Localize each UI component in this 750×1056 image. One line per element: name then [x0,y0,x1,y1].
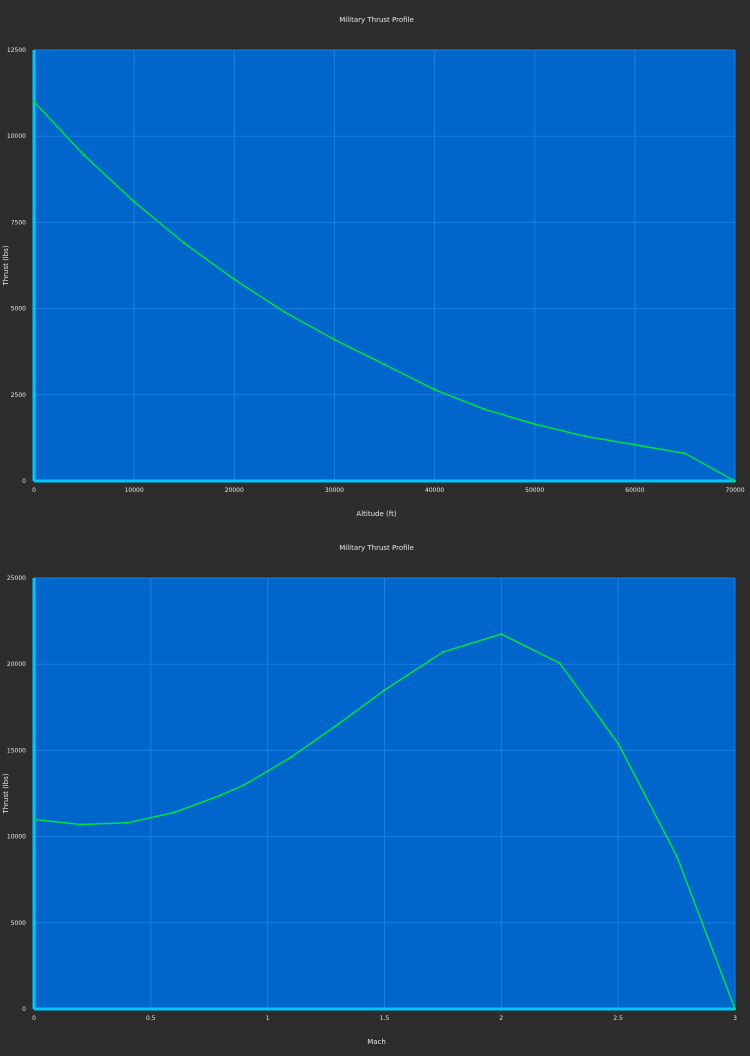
y-tick-label: 5000 [11,306,26,313]
x-tick-label: 1.5 [380,1015,390,1022]
x-axis-label: Mach [367,1038,386,1046]
y-tick-label: 0 [22,478,26,485]
y-tick-label: 15000 [7,747,26,754]
data-point [233,278,236,281]
data-point [336,723,339,726]
data-point [683,452,687,455]
y-tick-label: 10000 [7,834,26,841]
chart-2: 0 0.5 1 1.5 2 2.5 3 0 5000 10000 15000 20000 25000 Mi… [2,544,737,1046]
data-point [500,632,503,636]
data-point [266,769,269,773]
data-point [633,443,637,446]
y-tick-label: 12500 [7,47,26,54]
y-axis-label: Thrust (lbs) [2,773,10,814]
data-point [32,100,36,103]
y-tick-label: 7500 [11,219,26,226]
x-tick-label: 30000 [325,487,344,494]
series-line [33,633,736,1010]
chart-1: 0 10000 20000 30000 40000 50000 60000 70000 0 250… [2,16,745,518]
x-tick-label: 0.5 [146,1015,156,1022]
chart-title: Military Thrust Profile [339,544,414,552]
x-tick-label: 2 [499,1015,503,1022]
plot-area [34,50,735,481]
x-tick-label: 10000 [125,487,144,494]
data-point [173,811,176,814]
data-point [383,363,386,366]
data-point [219,794,223,797]
chart-title: Military Thrust Profile [339,16,414,24]
data-point [533,422,536,426]
data-point [183,241,186,245]
data-point [441,650,445,654]
data-point [383,688,386,692]
y-tick-label: 25000 [7,575,26,582]
x-tick-label: 3 [733,1015,737,1022]
data-point [79,823,82,826]
x-tick-label: 40000 [425,487,444,494]
x-tick-label: 0 [32,1015,36,1022]
y-tick-label: 2500 [11,392,26,399]
data-point [126,821,129,825]
x-axis-label: Altitude (ft) [356,510,396,518]
y-tick-label: 10000 [7,133,26,140]
x-tick-label: 70000 [725,487,744,494]
data-point [32,818,36,821]
y-tick-label: 20000 [7,661,26,668]
y-axis-label: Thrust (lbs) [2,245,10,286]
data-point [243,783,246,787]
data-point [616,742,620,745]
data-point [433,388,436,391]
data-point [289,756,293,759]
data-point [82,153,86,157]
data-point [733,479,737,483]
x-tick-label: 2.5 [613,1015,623,1022]
x-tick-label: 50000 [525,487,544,494]
x-tick-label: 20000 [225,487,244,494]
data-point [483,408,486,411]
y-tick-label: 5000 [11,920,26,927]
data-point [333,338,336,341]
data-point [283,310,286,314]
data-point [733,1007,737,1011]
x-tick-label: 1 [266,1015,270,1022]
data-point [583,434,586,438]
y-tick-label: 0 [22,1006,26,1013]
data-point [558,662,561,665]
data-point [132,200,136,203]
x-tick-label: 0 [32,487,36,494]
x-tick-label: 60000 [625,487,644,494]
data-point [675,854,678,857]
